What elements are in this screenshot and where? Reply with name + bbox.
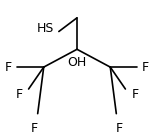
Text: F: F <box>132 88 139 101</box>
Text: F: F <box>15 88 22 101</box>
Text: OH: OH <box>67 56 87 69</box>
Text: F: F <box>142 61 149 74</box>
Text: HS: HS <box>37 22 54 35</box>
Text: F: F <box>5 61 12 74</box>
Text: F: F <box>116 122 123 135</box>
Text: F: F <box>31 122 38 135</box>
